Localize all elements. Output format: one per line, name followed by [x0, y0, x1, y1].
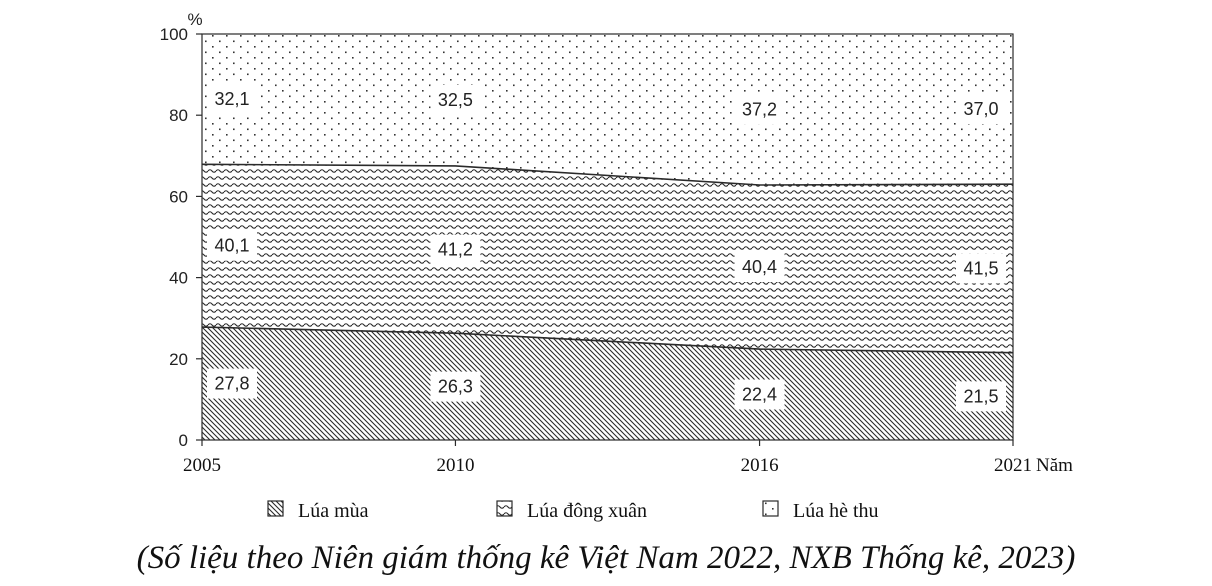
- x-tick-label: 2016: [741, 455, 779, 476]
- legend-label: Lúa hè thu: [793, 500, 879, 522]
- legend: Lúa mùa Lúa đông xuân Lúa hè thu: [267, 500, 879, 522]
- area-lua-mua: [202, 327, 1013, 440]
- data-label: 40,4: [742, 257, 777, 277]
- data-label: 40,1: [214, 236, 249, 256]
- data-labels: 27,8 26,3 22,4 21,5 40,1 41,2 40,4 41,5 32,1 32,5…: [207, 84, 1006, 412]
- y-tick-label: 40: [169, 269, 188, 288]
- x-axis: 2005 2010 2016 2021 Năm: [183, 440, 1073, 476]
- y-tick-label: 80: [169, 106, 188, 125]
- data-label: 41,2: [438, 240, 473, 260]
- data-label-bg: [430, 84, 481, 115]
- y-axis-label: %: [187, 10, 202, 29]
- data-label: 32,1: [214, 89, 249, 109]
- y-tick-label: 100: [160, 25, 188, 44]
- data-label: 22,4: [742, 385, 777, 405]
- data-label-bg: [956, 381, 1006, 412]
- data-label-bg: [430, 234, 481, 265]
- x-tick-label: 2010: [436, 455, 474, 476]
- data-label-bg: [734, 379, 785, 410]
- data-label: 27,8: [214, 374, 249, 394]
- legend-swatch: [496, 500, 513, 517]
- source-note: (Số liệu theo Niên giám thống kê Việt Na…: [137, 540, 1076, 576]
- data-label-bg: [207, 368, 257, 399]
- data-label-bg: [956, 253, 1006, 284]
- data-label-bg: [956, 94, 1006, 125]
- data-label: 21,5: [963, 386, 998, 406]
- data-label-bg: [734, 252, 785, 283]
- x-tick-label: 2005: [183, 455, 221, 476]
- data-label: 41,5: [963, 258, 998, 278]
- y-tick-label: 0: [179, 431, 188, 450]
- data-label-bg: [207, 84, 257, 115]
- data-label-bg: [207, 230, 257, 261]
- y-axis: 0 20 40 60 80 100%: [160, 10, 203, 450]
- boundary-line: [201, 163, 1014, 186]
- boundary-line: [201, 326, 1014, 354]
- y-tick-label: 20: [169, 350, 188, 369]
- legend-label: Lúa mùa: [298, 500, 369, 522]
- y-tick-label: 60: [169, 187, 188, 206]
- area-lua-dong-xuan: [202, 164, 1013, 353]
- legend-swatch: [762, 500, 779, 517]
- data-label: 32,5: [438, 90, 473, 110]
- x-axis-label: Năm: [1036, 455, 1073, 476]
- series-boundaries: [201, 163, 1014, 354]
- data-label: 37,0: [963, 99, 998, 119]
- data-label-bg: [430, 371, 481, 402]
- plot-frame: [201, 33, 1014, 441]
- legend-swatch: [267, 500, 284, 517]
- x-tick-label: 2021: [994, 455, 1032, 476]
- data-label: 26,3: [438, 377, 473, 397]
- data-label-bg: [734, 94, 785, 125]
- area-lua-he-thu: [202, 34, 1013, 185]
- legend-label: Lúa đông xuân: [527, 500, 647, 522]
- data-label: 37,2: [742, 100, 777, 120]
- stacked-areas: [202, 34, 1013, 440]
